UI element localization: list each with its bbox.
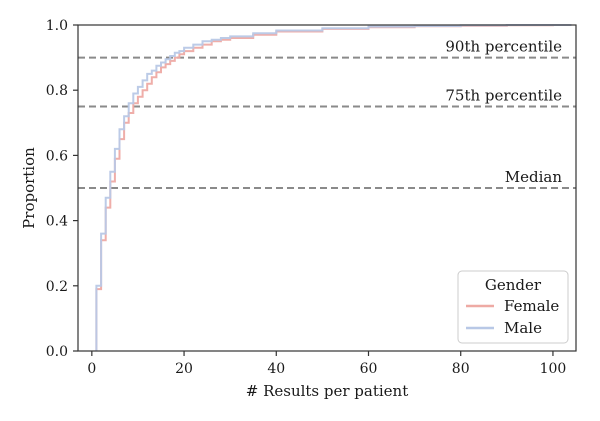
series-line-male bbox=[95, 24, 572, 351]
legend-label-male: Male bbox=[504, 319, 542, 337]
legend-label-female: Female bbox=[504, 297, 559, 315]
y-tick-label: 0.2 bbox=[46, 279, 68, 295]
x-tick-label: 80 bbox=[452, 361, 470, 377]
y-tick-label: 0.8 bbox=[46, 83, 68, 99]
reference-line-label: 75th percentile bbox=[445, 87, 562, 105]
x-axis-label: # Results per patient bbox=[246, 382, 409, 400]
legend-title: Gender bbox=[485, 276, 542, 294]
reference-lines: 90th percentile 75th percentile Median bbox=[78, 38, 576, 189]
y-tick-label: 1.0 bbox=[46, 18, 68, 34]
x-tick-label: 0 bbox=[87, 361, 96, 377]
series-lines bbox=[95, 24, 572, 351]
legend: Gender Female Male bbox=[457, 270, 569, 344]
x-tick-label: 60 bbox=[360, 361, 378, 377]
reference-line-label: Median bbox=[505, 168, 563, 186]
plot-frame bbox=[77, 24, 577, 352]
x-tick-label: 20 bbox=[175, 361, 193, 377]
y-tick-label: 0.0 bbox=[46, 344, 68, 360]
y-axis-ticks: 0.0 0.2 0.4 0.6 0.8 1.0 bbox=[46, 18, 78, 360]
y-tick-label: 0.6 bbox=[46, 148, 68, 164]
x-tick-label: 40 bbox=[267, 361, 285, 377]
legend-box bbox=[457, 270, 569, 344]
y-tick-label: 0.4 bbox=[46, 214, 68, 230]
x-tick-label: 100 bbox=[540, 361, 567, 377]
reference-line-label: 90th percentile bbox=[445, 38, 562, 56]
y-axis-label: Proportion bbox=[20, 147, 38, 229]
x-axis-ticks: 0 20 40 60 80 100 bbox=[87, 351, 566, 377]
